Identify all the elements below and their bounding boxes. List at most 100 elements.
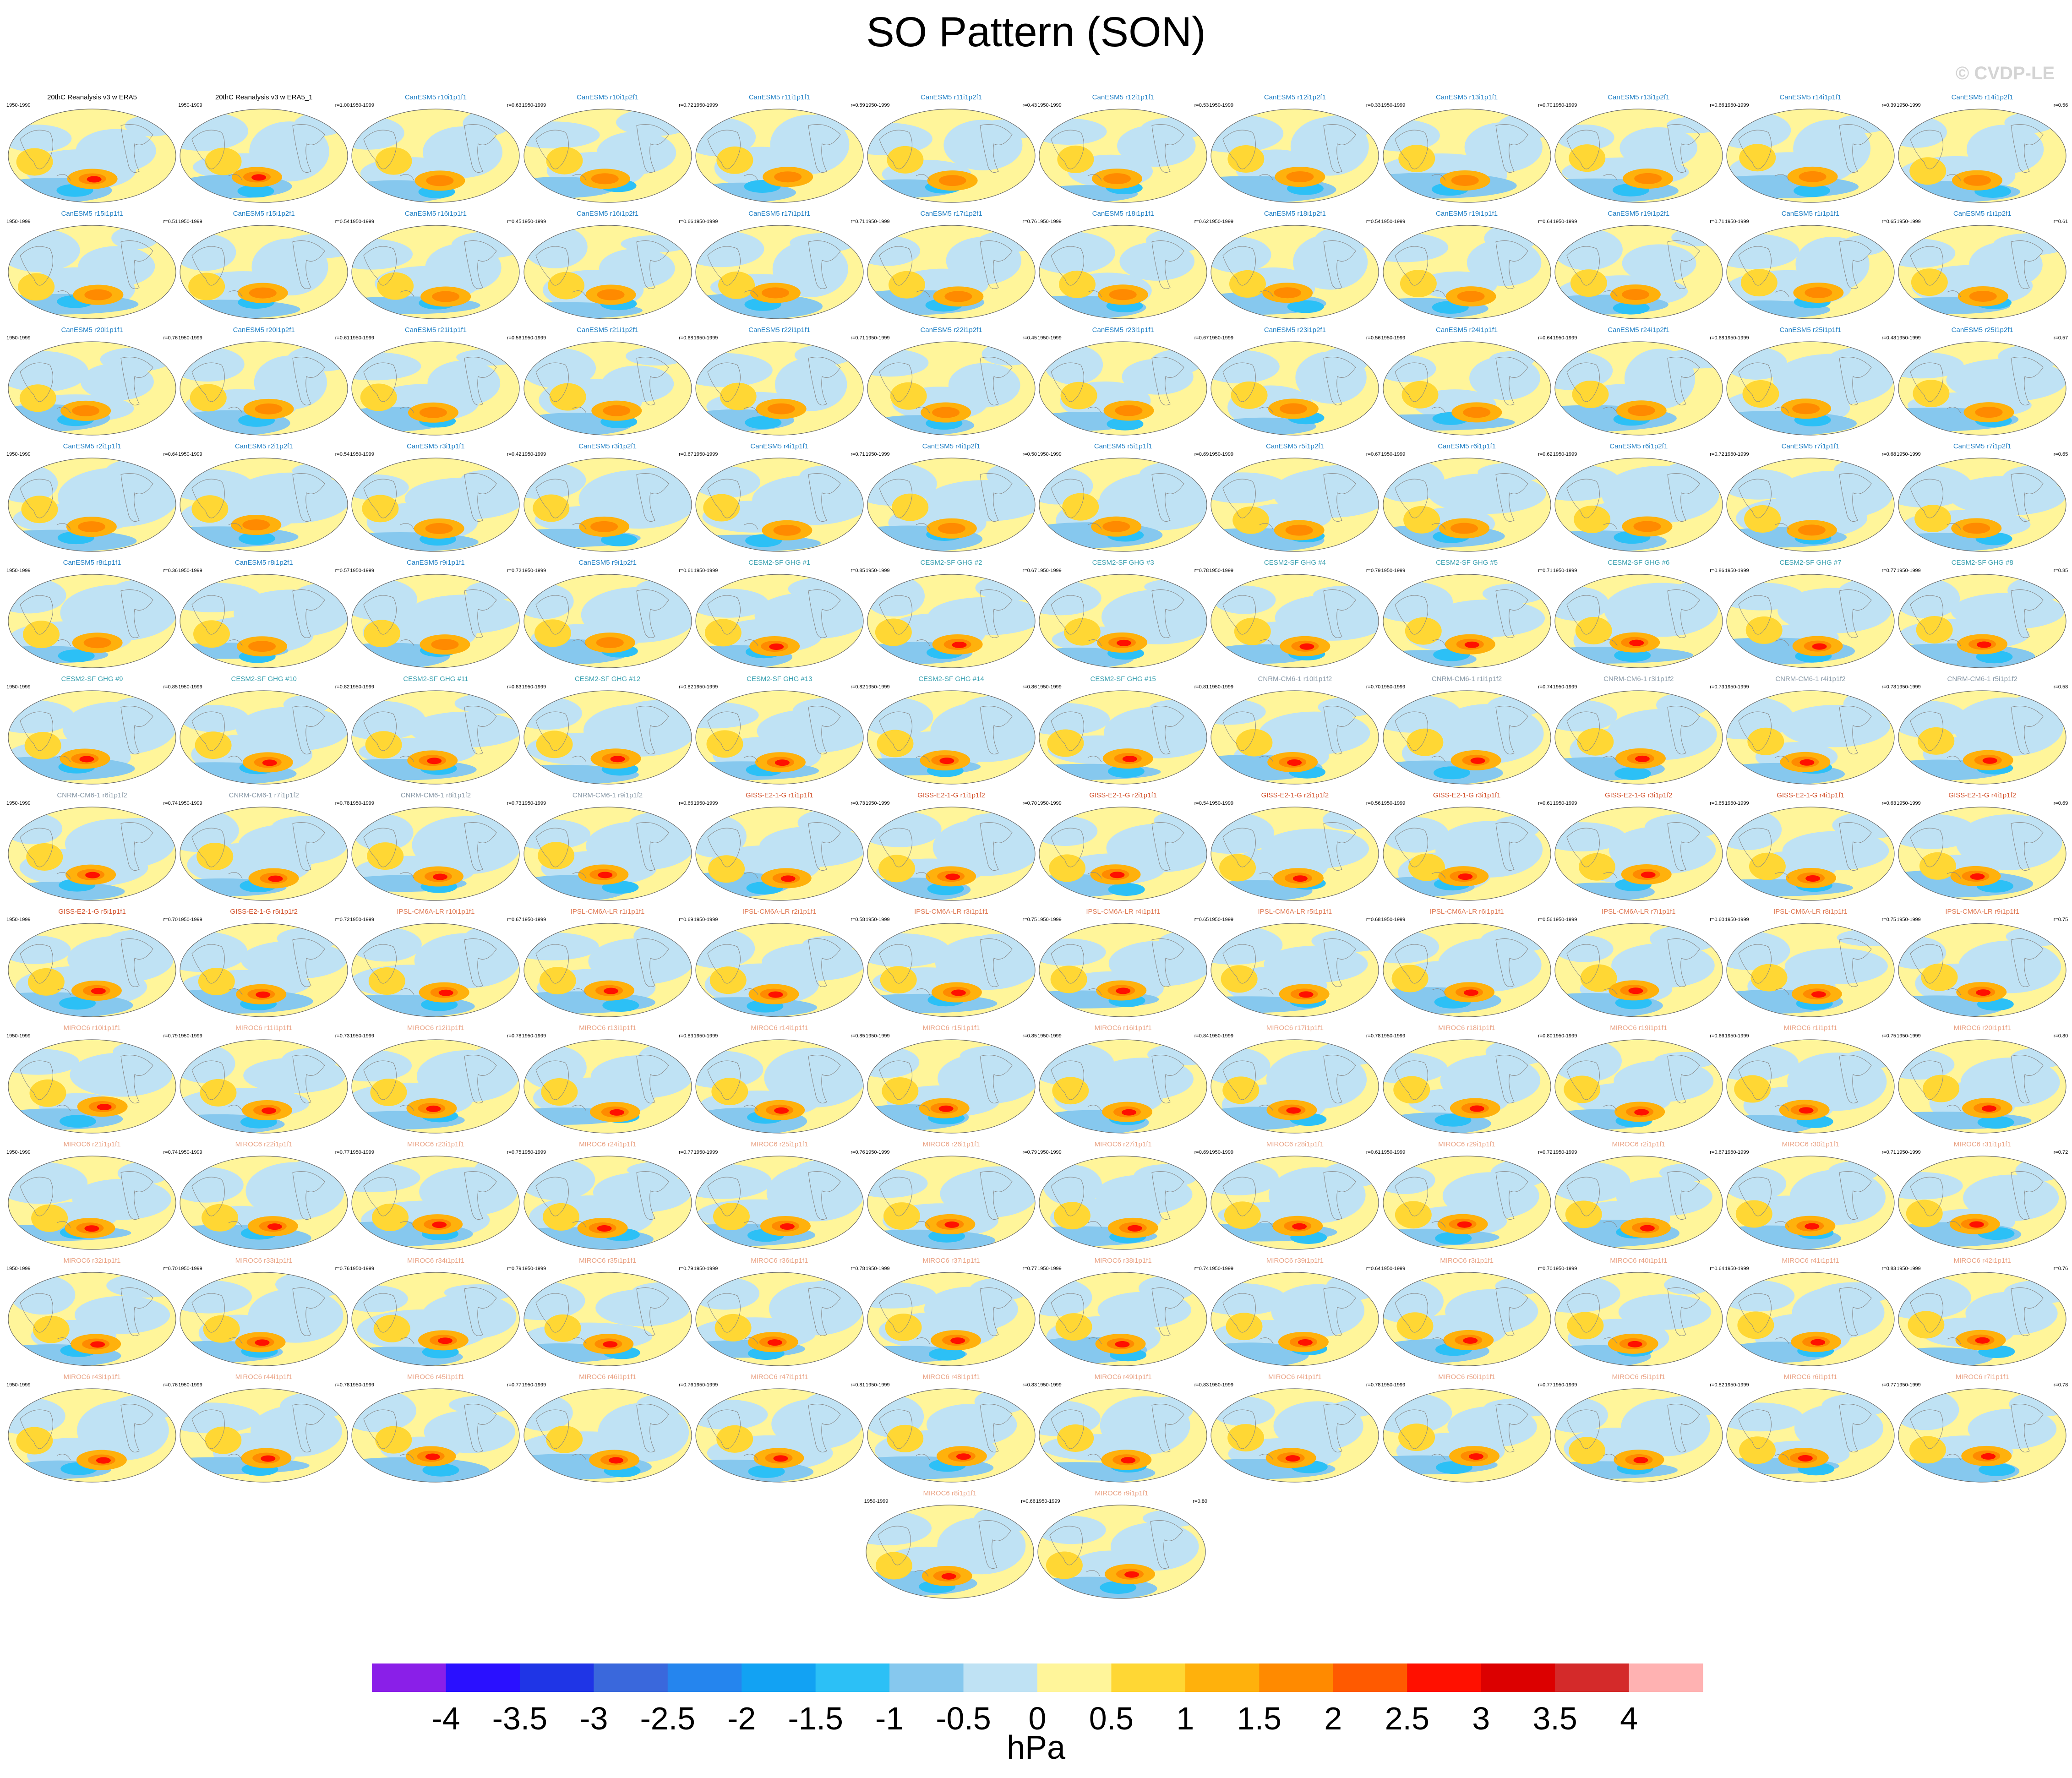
panel-title: CanESM5 r5i1p1f1 bbox=[1094, 442, 1152, 450]
anomaly-positive bbox=[1401, 381, 1439, 409]
panel-title: CanESM5 r16i1p1f1 bbox=[404, 210, 467, 218]
panel-title: MIROC6 r43i1p1f1 bbox=[63, 1373, 121, 1381]
anomaly-positive bbox=[877, 730, 914, 758]
globe-outline bbox=[1210, 1156, 1379, 1250]
coastline bbox=[1947, 407, 1961, 414]
panel-years: 1950-1999 bbox=[1553, 1033, 1577, 1039]
anomaly-positive-strong bbox=[1628, 987, 1643, 994]
anomaly-negative bbox=[2012, 694, 2058, 711]
panel-years: 1950-1999 bbox=[1381, 335, 1406, 341]
anomaly-positive bbox=[1227, 145, 1265, 173]
globe-outline bbox=[1210, 1039, 1379, 1134]
panel-title: MIROC6 r40i1p1f1 bbox=[1610, 1257, 1668, 1265]
panel-correlation: r=0.67 bbox=[1710, 1150, 1724, 1155]
panel-title: MIROC6 r34i1p1f1 bbox=[407, 1257, 464, 1265]
panel-correlation: r=0.64 bbox=[1366, 1266, 1381, 1271]
globe-map bbox=[351, 923, 520, 1017]
coastline bbox=[464, 473, 497, 522]
anomaly-negative bbox=[1618, 1294, 1712, 1330]
panel-title: 20thC Reanalysis v3 w ERA5 bbox=[47, 93, 137, 101]
panel-title: MIROC6 r35i1p1f1 bbox=[579, 1257, 637, 1265]
panel-title: CESM2-SF GHG #3 bbox=[1092, 559, 1154, 567]
panel-years: 1950-1999 bbox=[350, 1150, 374, 1155]
coastline bbox=[2011, 706, 2044, 754]
anomaly-positive-strong bbox=[1116, 987, 1131, 994]
map-panel: MIROC6 r48i1p1f1 1950-1999 r=0.83 bbox=[866, 1371, 1037, 1486]
panel-title: CESM2-SF GHG #4 bbox=[1264, 559, 1326, 567]
globe-outline bbox=[1726, 923, 1895, 1017]
map-panel: IPSL-CM6A-LR r8i1p1f1 1950-1999 r=0.75 bbox=[1725, 906, 1896, 1020]
anomaly-positive bbox=[1805, 287, 1832, 299]
panel-years: 1950-1999 bbox=[866, 1382, 890, 1388]
anomaly-positive-strong bbox=[597, 872, 612, 878]
coastline bbox=[1222, 711, 1256, 751]
coastline bbox=[744, 1105, 758, 1112]
panel-years: 1950-1999 bbox=[1725, 335, 1749, 341]
anomaly-positive bbox=[372, 1203, 409, 1231]
coastline bbox=[1839, 822, 1872, 871]
panel-years: 1950-1999 bbox=[6, 1382, 31, 1388]
coastline bbox=[464, 240, 497, 289]
coastline bbox=[191, 595, 225, 635]
anomaly-negative-strong bbox=[602, 999, 639, 1012]
globe-map bbox=[867, 923, 1036, 1017]
globe-outline bbox=[1554, 1039, 1723, 1134]
panel-years: 1950-1999 bbox=[693, 1150, 718, 1155]
coastline bbox=[1910, 1060, 1944, 1100]
panel-title: CNRM-CM6-1 r10i1p1f2 bbox=[1258, 675, 1332, 683]
panel-title: MIROC6 r16i1p1f1 bbox=[1094, 1024, 1152, 1032]
map-panel: CanESM5 r15i1p1f1 1950-1999 r=0.51 bbox=[6, 208, 178, 322]
coastline bbox=[228, 1454, 243, 1461]
panel-years: 1950-1999 bbox=[1897, 452, 1921, 457]
coastline bbox=[1087, 1454, 1102, 1461]
panel-correlation: r=0.57 bbox=[2053, 335, 2068, 341]
panel-correlation: r=0.77 bbox=[1881, 568, 1897, 573]
globe-outline bbox=[1554, 225, 1723, 319]
anomaly-positive-strong bbox=[1799, 1107, 1814, 1114]
anomaly-positive bbox=[938, 523, 965, 534]
coastline bbox=[1431, 639, 1446, 646]
coastline bbox=[363, 130, 397, 169]
globe-outline bbox=[351, 923, 520, 1017]
coastline bbox=[1947, 290, 1961, 297]
globe-outline bbox=[8, 574, 176, 668]
coastline bbox=[808, 1287, 841, 1336]
panel-title: CESM2-SF GHG #7 bbox=[1779, 559, 1842, 567]
anomaly-negative bbox=[974, 1389, 1027, 1414]
anomaly-positive bbox=[889, 271, 926, 299]
anomaly-positive-strong bbox=[944, 1221, 960, 1228]
anomaly-positive bbox=[1057, 145, 1094, 173]
panel-correlation: r=0.68 bbox=[679, 335, 693, 341]
anomaly-positive bbox=[1405, 617, 1442, 645]
coastline bbox=[20, 595, 53, 635]
coastline bbox=[1495, 357, 1528, 405]
anomaly-positive bbox=[1921, 963, 1958, 991]
globe-outline bbox=[867, 1039, 1036, 1134]
anomaly-negative bbox=[352, 116, 405, 150]
coastline bbox=[1738, 130, 1772, 169]
coastline bbox=[808, 1404, 841, 1452]
coastline bbox=[400, 523, 414, 530]
globe-outline bbox=[8, 923, 176, 1017]
coastline bbox=[879, 711, 912, 751]
globe-map bbox=[1898, 1039, 2067, 1134]
panel-title: CanESM5 r10i1p2f1 bbox=[577, 93, 639, 101]
globe-outline bbox=[1210, 1388, 1379, 1483]
panel-correlation: r=0.76 bbox=[335, 1266, 350, 1271]
panel-correlation: r=0.67 bbox=[1194, 335, 1209, 341]
coastline bbox=[1495, 589, 1528, 638]
panel-correlation: r=0.64 bbox=[1710, 1266, 1724, 1271]
anomaly-positive-strong bbox=[1634, 1109, 1649, 1116]
panel-correlation: r=0.79 bbox=[163, 1033, 178, 1039]
coastline bbox=[879, 479, 912, 518]
globe-outline bbox=[351, 225, 520, 319]
coastline bbox=[1495, 1171, 1528, 1220]
globe-map bbox=[1039, 225, 1207, 319]
globe-outline bbox=[523, 923, 692, 1017]
anomaly-positive-strong bbox=[426, 1105, 441, 1112]
globe-map bbox=[1210, 690, 1379, 785]
map-panel: CESM2-SF GHG #12 1950-1999 r=0.82 bbox=[522, 673, 693, 788]
globe-outline bbox=[523, 690, 692, 785]
anomaly-positive-strong bbox=[1122, 1109, 1137, 1116]
panel-correlation: r=0.77 bbox=[1538, 1382, 1553, 1388]
